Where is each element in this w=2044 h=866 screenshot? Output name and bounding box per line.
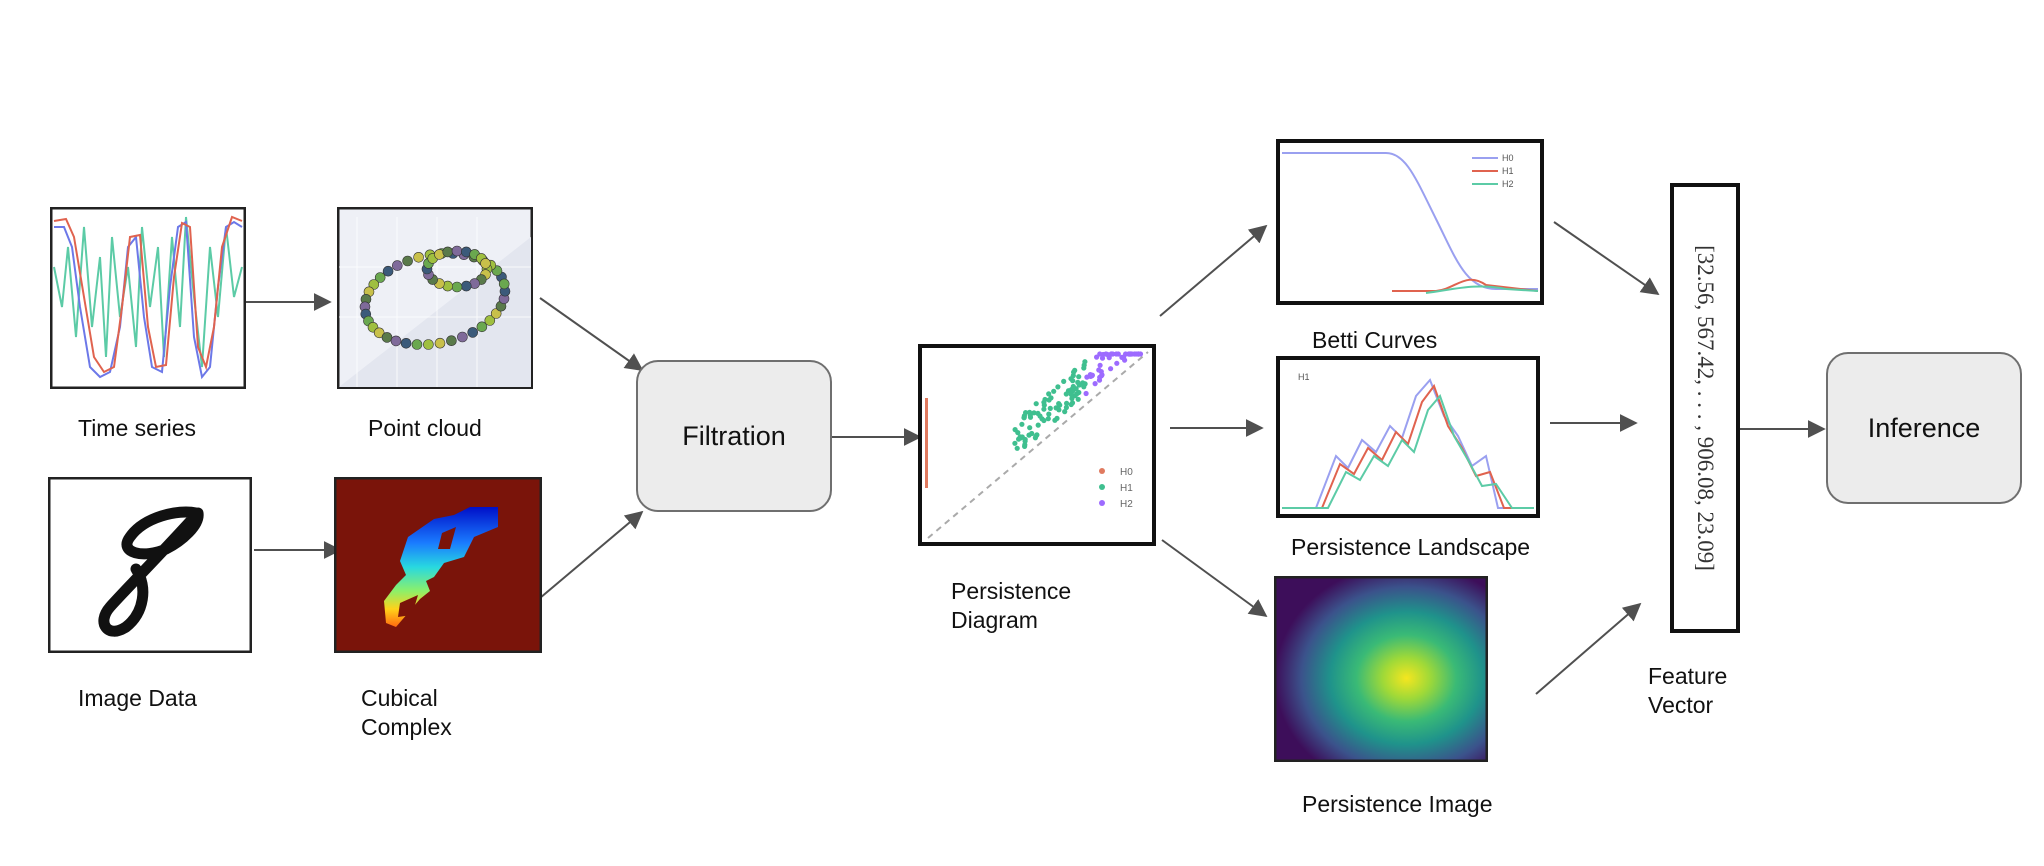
- arrow-cubical-to-filtration: [539, 510, 644, 599]
- betti-legend-h2: H2: [1502, 179, 1514, 189]
- betti-curves-label: Betti Curves: [1312, 327, 1438, 353]
- betti-curves-plot: H0 H1 H2: [1276, 139, 1544, 305]
- image-data-digit: [48, 477, 252, 653]
- pd-legend-h1: H1: [1120, 483, 1133, 494]
- arrow-pimage-to-vector: [1535, 602, 1642, 695]
- arrow-pointcloud-to-filtration: [539, 297, 644, 372]
- persistence-landscape-plot: H1: [1276, 356, 1540, 518]
- pd-legend-h0: H0: [1120, 467, 1133, 478]
- pd-legend-h2: H2: [1120, 499, 1133, 510]
- arrow-betti-to-vector: [1553, 221, 1660, 296]
- persistence-image-heatmap: [1274, 576, 1488, 762]
- cubical-complex-map: [334, 477, 542, 653]
- point-cloud-plot: [337, 207, 533, 389]
- landscape-tag: H1: [1298, 372, 1310, 382]
- persistence-image-label: Persistence Image: [1302, 791, 1493, 817]
- image-data-label: Image Data: [78, 685, 197, 711]
- inference-box: Inference: [1826, 352, 2022, 504]
- time-series-plot: [50, 207, 246, 389]
- feature-vector-bar: [32.56, 567.42, . . . , 906.08, 23.09]: [1670, 183, 1740, 633]
- point-cloud-label: Point cloud: [368, 415, 482, 441]
- betti-legend-h1: H1: [1502, 166, 1514, 176]
- arrow-diagram-to-betti: [1159, 224, 1268, 317]
- feature-vector-label: Feature Vector: [1648, 663, 1728, 718]
- time-series-label: Time series: [78, 415, 196, 441]
- feature-vector-values: [32.56, 567.42, . . . , 906.08, 23.09]: [1693, 245, 1718, 571]
- filtration-box: Filtration: [636, 360, 832, 512]
- persistence-diagram-plot: H0 H1 H2: [918, 344, 1156, 546]
- persistence-landscape-label: Persistence Landscape: [1291, 534, 1531, 560]
- arrow-diagram-to-image: [1161, 539, 1268, 618]
- cubical-complex-label: Cubical Complex: [361, 685, 452, 740]
- persistence-diagram-label: Persistence Diagram: [951, 578, 1072, 633]
- betti-legend-h0: H0: [1502, 153, 1514, 163]
